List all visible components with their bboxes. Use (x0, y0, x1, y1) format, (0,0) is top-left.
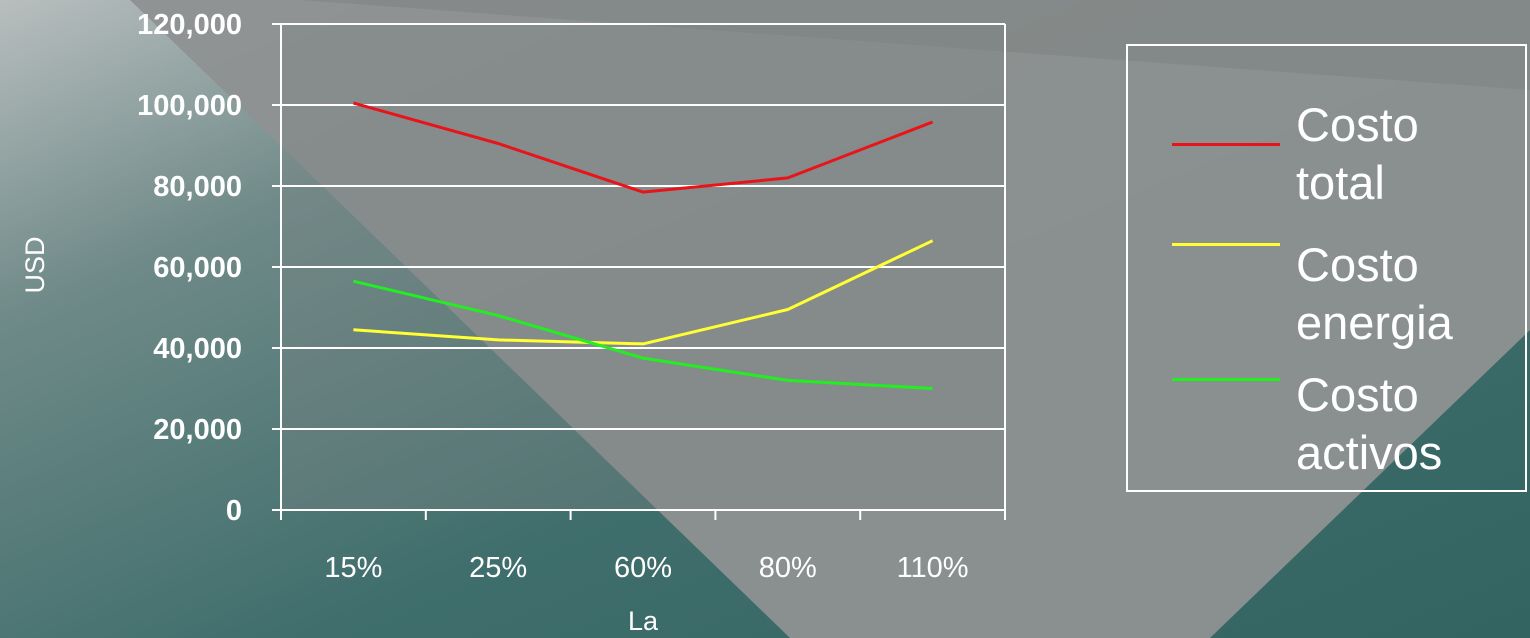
series-line-costo-energia (353, 239, 934, 346)
gridlines (272, 23, 1005, 511)
x-tick-label: 110% (897, 552, 969, 584)
x-tick-labels: 15% 25% 60% 80% 110% (324, 552, 968, 584)
series-line-costo-activos (353, 279, 933, 390)
y-axis-label: USD (20, 236, 50, 293)
legend: Costo total Costo energia Costo activos (1126, 44, 1527, 492)
x-tick-label: 80% (759, 552, 817, 584)
x-tick-label: 25% (469, 552, 527, 584)
legend-swatch-costo-energia (1172, 243, 1280, 246)
legend-label-costo-activos: Costo activos (1296, 368, 1443, 479)
y-tick-label: 100,000 (137, 90, 242, 122)
legend-label-costo-total: Costo total (1296, 98, 1419, 209)
y-tick-label: 120,000 (137, 9, 242, 41)
legend-swatch-costo-activos (1172, 378, 1280, 381)
y-tick-label: 20,000 (153, 414, 242, 446)
x-tick-label: 60% (614, 552, 672, 584)
legend-swatch-costo-total (1172, 143, 1280, 146)
y-tick-labels: 0 20,000 40,000 60,000 80,000 100,000 120,000 (137, 9, 242, 527)
legend-label-costo-energia: Costo energia (1296, 238, 1453, 349)
axes (280, 23, 1006, 520)
y-tick-label: 80,000 (153, 171, 242, 203)
y-tick-label: 0 (226, 495, 242, 527)
series-lines (352, 101, 934, 390)
series-line-costo-total (352, 101, 934, 194)
x-tick-label: 15% (324, 552, 382, 584)
x-axis-label: La (628, 606, 659, 636)
y-tick-label: 40,000 (153, 333, 242, 365)
y-tick-label: 60,000 (153, 252, 242, 284)
